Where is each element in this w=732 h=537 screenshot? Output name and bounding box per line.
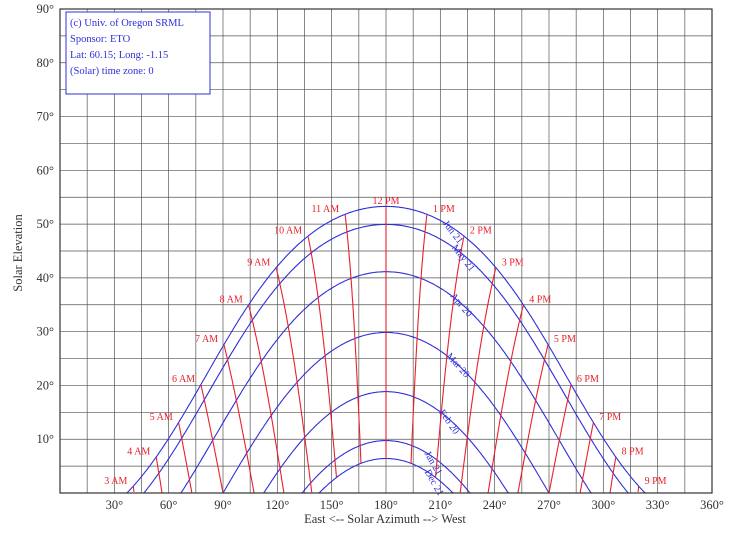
info-box: (c) Univ. of Oregon SRML Sponsor: ETO La… [65,11,211,95]
hour-line [307,236,338,478]
hour-line [434,236,465,478]
hour-line [517,345,549,494]
hour-line [487,305,524,493]
info-box-frame [65,11,211,95]
hour-line-label: 10 AM [274,226,302,237]
info-line-2: Sponsor: ETO [70,34,131,45]
y-tick-label: 20° [37,378,55,392]
x-tick-label: 240° [483,498,507,512]
y-tick-label: 30° [37,325,55,339]
x-tick-labels: 30° 60° 90° 120° 150° 180° 210° 240° 270° 300° 330… [106,498,724,512]
info-line-4: (Solar) time zone: 0 [70,66,154,77]
x-tick-label: 30° [106,498,124,512]
hour-line-label: 4 PM [529,294,551,305]
hour-line-label: 11 AM [311,204,339,215]
hour-line-label: 4 AM [127,447,150,458]
x-tick-label: 270° [537,498,561,512]
hour-line [223,345,255,494]
date-curve [125,205,647,494]
plot-frame [59,8,713,494]
info-line-3: Lat: 60.15; Long: -1.15 [70,50,168,61]
hour-line-label: 7 AM [195,334,218,345]
hour-line [579,422,594,493]
y-tick-label: 50° [37,217,55,231]
hour-line [609,457,617,493]
hour-line-label: 12 PM [373,196,400,207]
hour-line-label: 6 AM [172,374,195,385]
hour-line-label: 3 AM [104,476,127,487]
hour-line [275,268,313,493]
hour-line [200,385,224,493]
y-tick-label: 60° [37,163,55,177]
x-tick-label: 360° [700,498,724,512]
y-tick-label: 40° [37,271,55,285]
hour-line-label: 6 PM [577,374,599,385]
x-tick-label: 120° [265,498,289,512]
hour-line-label: 7 PM [599,412,621,423]
hour-line-label: 2 PM [470,226,492,237]
hour-line [637,486,640,492]
hour-line-label: 8 AM [220,294,243,305]
hour-line [410,214,428,464]
x-tick-label: 330° [646,498,670,512]
hour-line [248,305,285,493]
hour-lines [132,207,640,494]
x-tick-label: 210° [428,498,452,512]
hour-line [132,486,135,492]
hour-line [459,268,497,493]
hour-line [344,214,362,464]
x-tick-label: 90° [214,498,232,512]
hour-line-label: 5 PM [554,334,576,345]
date-curve-label: Jun 21 [440,219,465,247]
hour-line [178,422,193,493]
y-tick-label: 70° [37,110,55,124]
y-axis-title: Solar Elevation [11,214,25,292]
x-tick-label: 180° [374,498,398,512]
x-tick-label: 60° [160,498,178,512]
hour-line-label: 3 PM [502,257,524,268]
y-tick-label: 10° [37,432,55,446]
x-axis-title: East <-- Solar Azimuth --> West [304,512,466,526]
hour-line-label: 9 PM [645,476,667,487]
hour-line [548,385,572,493]
y-tick-label: 90° [37,2,55,16]
date-curve-label: May 21 [449,243,477,274]
hour-line-label: 1 PM [433,204,455,215]
y-tick-label: 80° [37,56,55,70]
hour-line [155,457,163,493]
hour-line-label: 5 AM [150,412,173,423]
hour-line-label: 9 AM [247,257,270,268]
hour-labels: 3 AM 4 AM 5 AM 6 AM 7 AM 8 AM 9 AM 10 AM 11 AM 12… [104,196,666,487]
x-tick-label: 150° [320,498,344,512]
info-line-1: (c) Univ. of Oregon SRML [70,18,184,29]
y-tick-labels: 10° 20° 30° 40° 50° 60° 70° 80° 90° [37,2,55,446]
x-tick-label: 300° [591,498,615,512]
hour-line-label: 8 PM [622,447,644,458]
